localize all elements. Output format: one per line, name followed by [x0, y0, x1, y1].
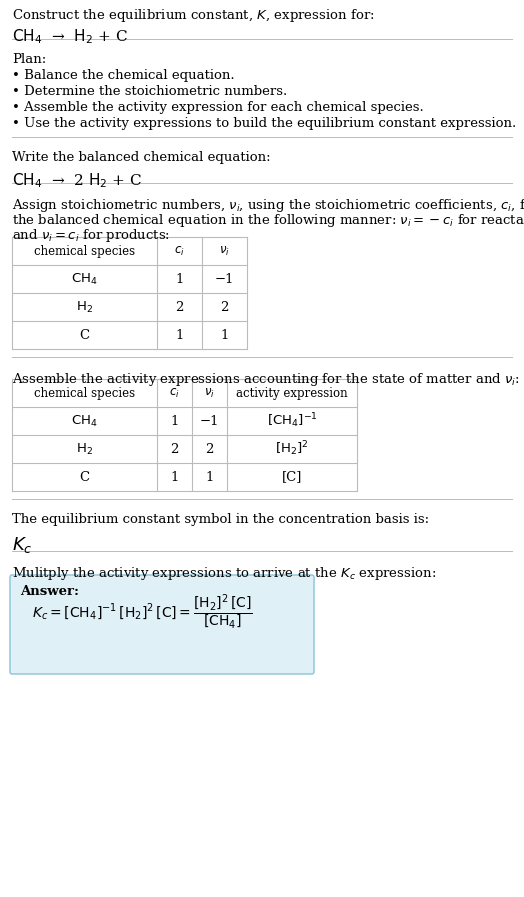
Text: $\mathrm{CH_4}$: $\mathrm{CH_4}$ [71, 272, 98, 286]
Text: Answer:: Answer: [20, 585, 79, 598]
Text: Construct the equilibrium constant, $K$, expression for:: Construct the equilibrium constant, $K$,… [12, 7, 375, 24]
Text: $[\mathrm{CH_4}]^{-1}$: $[\mathrm{CH_4}]^{-1}$ [267, 412, 318, 431]
Text: C: C [80, 471, 90, 483]
Text: [C]: [C] [282, 471, 302, 483]
Text: 2: 2 [220, 300, 228, 313]
Text: Write the balanced chemical equation:: Write the balanced chemical equation: [12, 151, 270, 164]
Text: $c_i$: $c_i$ [174, 245, 185, 257]
Text: 1: 1 [205, 471, 214, 483]
Text: 1: 1 [176, 273, 184, 285]
Text: chemical species: chemical species [34, 245, 135, 257]
Text: 2: 2 [205, 442, 214, 456]
Text: Mulitply the activity expressions to arrive at the $K_c$ expression:: Mulitply the activity expressions to arr… [12, 565, 436, 582]
Text: −1: −1 [200, 414, 219, 428]
Text: $K_c$: $K_c$ [12, 535, 32, 555]
Text: $\mathrm{H_2}$: $\mathrm{H_2}$ [76, 300, 93, 315]
Text: 1: 1 [176, 328, 184, 342]
Text: • Assemble the activity expression for each chemical species.: • Assemble the activity expression for e… [12, 101, 424, 114]
Text: $K_c = [\mathrm{CH_4}]^{-1}\,[\mathrm{H_2}]^2\,[\mathrm{C}] = \dfrac{[\mathrm{H_: $K_c = [\mathrm{CH_4}]^{-1}\,[\mathrm{H_… [32, 593, 253, 631]
Text: Assign stoichiometric numbers, $\nu_i$, using the stoichiometric coefficients, $: Assign stoichiometric numbers, $\nu_i$, … [12, 197, 524, 214]
Text: chemical species: chemical species [34, 387, 135, 399]
Text: Assemble the activity expressions accounting for the state of matter and $\nu_i$: Assemble the activity expressions accoun… [12, 371, 520, 388]
Text: • Use the activity expressions to build the equilibrium constant expression.: • Use the activity expressions to build … [12, 117, 516, 130]
Text: and $\nu_i = c_i$ for products:: and $\nu_i = c_i$ for products: [12, 227, 170, 244]
Text: • Determine the stoichiometric numbers.: • Determine the stoichiometric numbers. [12, 85, 287, 98]
Text: $\nu_i$: $\nu_i$ [219, 245, 230, 257]
Text: • Balance the chemical equation.: • Balance the chemical equation. [12, 69, 235, 82]
Text: activity expression: activity expression [236, 387, 348, 399]
Text: Plan:: Plan: [12, 53, 46, 66]
Text: 1: 1 [170, 471, 179, 483]
Text: The equilibrium constant symbol in the concentration basis is:: The equilibrium constant symbol in the c… [12, 513, 429, 526]
Text: $\mathrm{CH_4}$  →  $\mathrm{H_2}$ + C: $\mathrm{CH_4}$ → $\mathrm{H_2}$ + C [12, 27, 128, 46]
Text: −1: −1 [215, 273, 234, 285]
Text: 2: 2 [176, 300, 184, 313]
Text: $\mathrm{CH_4}$: $\mathrm{CH_4}$ [71, 414, 98, 429]
Text: 1: 1 [220, 328, 228, 342]
FancyBboxPatch shape [10, 575, 314, 674]
Text: C: C [80, 328, 90, 342]
Text: the balanced chemical equation in the following manner: $\nu_i = -c_i$ for react: the balanced chemical equation in the fo… [12, 212, 524, 229]
Text: 1: 1 [170, 414, 179, 428]
Text: $[\mathrm{H_2}]^2$: $[\mathrm{H_2}]^2$ [275, 440, 309, 458]
Text: $c_i$: $c_i$ [169, 387, 180, 399]
Text: $\nu_i$: $\nu_i$ [204, 387, 215, 399]
Text: $\mathrm{CH_4}$  →  2 $\mathrm{H_2}$ + C: $\mathrm{CH_4}$ → 2 $\mathrm{H_2}$ + C [12, 171, 143, 189]
Text: 2: 2 [170, 442, 179, 456]
Text: $\mathrm{H_2}$: $\mathrm{H_2}$ [76, 441, 93, 457]
